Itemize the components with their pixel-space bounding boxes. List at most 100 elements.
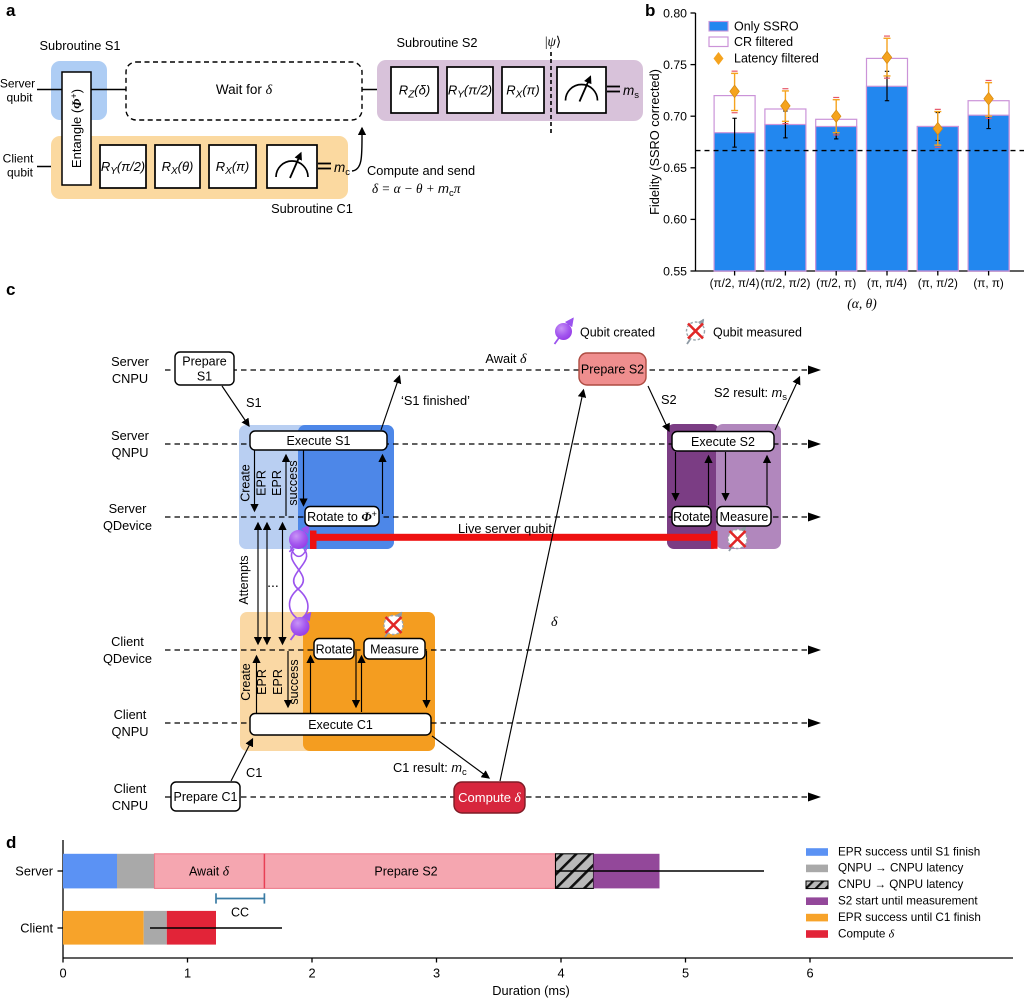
svg-text:(π, π/4): (π, π/4) [867, 277, 907, 290]
svg-text:0.70: 0.70 [663, 110, 687, 124]
svg-text:CR filtered: CR filtered [734, 35, 793, 49]
svg-text:(α, θ): (α, θ) [847, 296, 877, 311]
svg-text:Subroutine S2: Subroutine S2 [396, 35, 477, 50]
svg-text:Qubit created: Qubit created [580, 326, 655, 340]
svg-text:QNPU → CNPU latency: QNPU → CNPU latency [838, 862, 964, 875]
svg-text:Fidelity (SSRO corrected): Fidelity (SSRO corrected) [647, 69, 662, 215]
svg-text:Measure: Measure [370, 642, 419, 656]
svg-text:0.75: 0.75 [663, 58, 687, 72]
svg-text:EPR success until C1 finish: EPR success until C1 finish [838, 911, 981, 924]
svg-text:Qubit measured: Qubit measured [713, 326, 802, 340]
svg-text:c: c [6, 280, 15, 299]
svg-text:d: d [6, 833, 16, 852]
svg-text:Rotate: Rotate [673, 510, 710, 524]
svg-text:Compute δ: Compute δ [458, 790, 521, 805]
svg-text:CC: CC [231, 906, 249, 920]
svg-text:C1 result: mc: C1 result: mc [393, 760, 467, 778]
svg-text:δ = α − θ + mcπ: δ = α − θ + mcπ [372, 181, 461, 199]
svg-text:Create: Create [239, 464, 253, 502]
svg-text:(π/2, π/4): (π/2, π/4) [710, 277, 760, 290]
svg-text:EPR: EPR [255, 669, 269, 695]
svg-text:S2 result: ms: S2 result: ms [714, 385, 787, 403]
svg-text:3: 3 [433, 966, 440, 981]
svg-text:CNPU: CNPU [112, 371, 148, 386]
svg-text:4: 4 [557, 966, 564, 981]
svg-text:QDevice: QDevice [103, 518, 152, 533]
svg-text:RX(π): RX(π) [506, 83, 539, 101]
svg-text:δ: δ [551, 615, 558, 630]
svg-text:Client: Client [111, 634, 144, 649]
svg-text:(π/2, π/2): (π/2, π/2) [760, 277, 810, 290]
svg-text:EPR: EPR [271, 669, 285, 695]
svg-text:QNPU: QNPU [112, 724, 149, 739]
svg-text:Await δ: Await δ [485, 351, 527, 367]
svg-text:6: 6 [806, 966, 813, 981]
svg-text:S1: S1 [246, 395, 262, 410]
svg-text:Server: Server [111, 354, 149, 369]
svg-text:success: success [286, 460, 300, 505]
svg-text:Client: Client [3, 152, 34, 166]
svg-text:(π/2, π): (π/2, π) [816, 277, 856, 290]
svg-text:0: 0 [59, 966, 66, 981]
svg-text:Rotate to Φ+: Rotate to Φ+ [307, 509, 377, 524]
svg-text:RX(π): RX(π) [216, 159, 249, 177]
svg-text:QNPU: QNPU [112, 445, 149, 460]
svg-text:Prepare S2: Prepare S2 [581, 363, 644, 377]
svg-text:0.80: 0.80 [663, 6, 687, 20]
svg-text:Live server qubit: Live server qubit [458, 521, 552, 536]
svg-text:Client: Client [20, 921, 53, 936]
svg-text:Server: Server [109, 501, 147, 516]
svg-text:Rotate: Rotate [316, 642, 353, 656]
svg-text:Create: Create [239, 663, 253, 701]
svg-text:Prepare S2: Prepare S2 [374, 865, 437, 879]
svg-text:(π, π/2): (π, π/2) [918, 277, 958, 290]
svg-text:Compute δ: Compute δ [838, 926, 895, 940]
svg-text:CNPU: CNPU [112, 798, 148, 813]
svg-text:RX(θ): RX(θ) [162, 159, 194, 177]
svg-text:QDevice: QDevice [103, 651, 152, 666]
svg-text:EPR: EPR [270, 470, 284, 496]
svg-text:qubit: qubit [7, 166, 34, 180]
svg-text:0.55: 0.55 [663, 264, 687, 278]
svg-text:|ψ⟩: |ψ⟩ [545, 34, 561, 49]
svg-text:a: a [6, 1, 16, 20]
svg-text:Server: Server [0, 77, 35, 91]
svg-text:0.60: 0.60 [663, 213, 687, 227]
svg-text:Execute S2: Execute S2 [691, 435, 755, 449]
svg-text:Subroutine S1: Subroutine S1 [39, 38, 120, 53]
svg-text:Client: Client [114, 781, 147, 796]
svg-text:Only SSRO: Only SSRO [734, 20, 799, 34]
svg-text:RZ(δ): RZ(δ) [399, 83, 430, 101]
svg-text:...: ... [267, 574, 279, 590]
svg-text:Client: Client [114, 707, 147, 722]
svg-text:qubit: qubit [6, 91, 33, 105]
svg-text:Server: Server [15, 864, 53, 879]
svg-text:Prepare C1: Prepare C1 [174, 790, 238, 804]
svg-text:Execute C1: Execute C1 [308, 718, 373, 732]
svg-text:Execute S1: Execute S1 [287, 434, 351, 448]
svg-text:Entangle (Φ+): Entangle (Φ+) [69, 89, 84, 168]
svg-text:Measure: Measure [720, 510, 769, 524]
svg-text:2: 2 [308, 966, 315, 981]
svg-text:C1: C1 [246, 765, 262, 780]
svg-text:‘S1 finished’: ‘S1 finished’ [401, 393, 470, 408]
svg-text:Latency filtered: Latency filtered [734, 52, 819, 66]
svg-text:S1: S1 [197, 370, 212, 384]
svg-text:1: 1 [184, 966, 191, 981]
svg-text:Duration (ms): Duration (ms) [492, 983, 570, 998]
svg-text:Prepare: Prepare [182, 355, 227, 369]
svg-text:0.65: 0.65 [663, 161, 687, 175]
svg-text:CNPU → QNPU latency: CNPU → QNPU latency [838, 878, 964, 891]
svg-text:S2: S2 [661, 392, 677, 407]
svg-text:Wait for δ: Wait for δ [216, 82, 273, 98]
svg-text:Await δ: Await δ [189, 864, 230, 879]
svg-text:EPR success until S1 finish: EPR success until S1 finish [838, 845, 980, 858]
svg-text:Server: Server [111, 428, 149, 443]
svg-text:EPR: EPR [255, 470, 269, 496]
svg-text:5: 5 [682, 966, 689, 981]
svg-text:(π, π): (π, π) [973, 277, 1004, 290]
svg-text:success: success [287, 659, 301, 704]
svg-text:Compute and send: Compute and send [367, 163, 475, 178]
svg-text:Attempts: Attempts [237, 555, 251, 604]
svg-text:b: b [645, 1, 655, 20]
